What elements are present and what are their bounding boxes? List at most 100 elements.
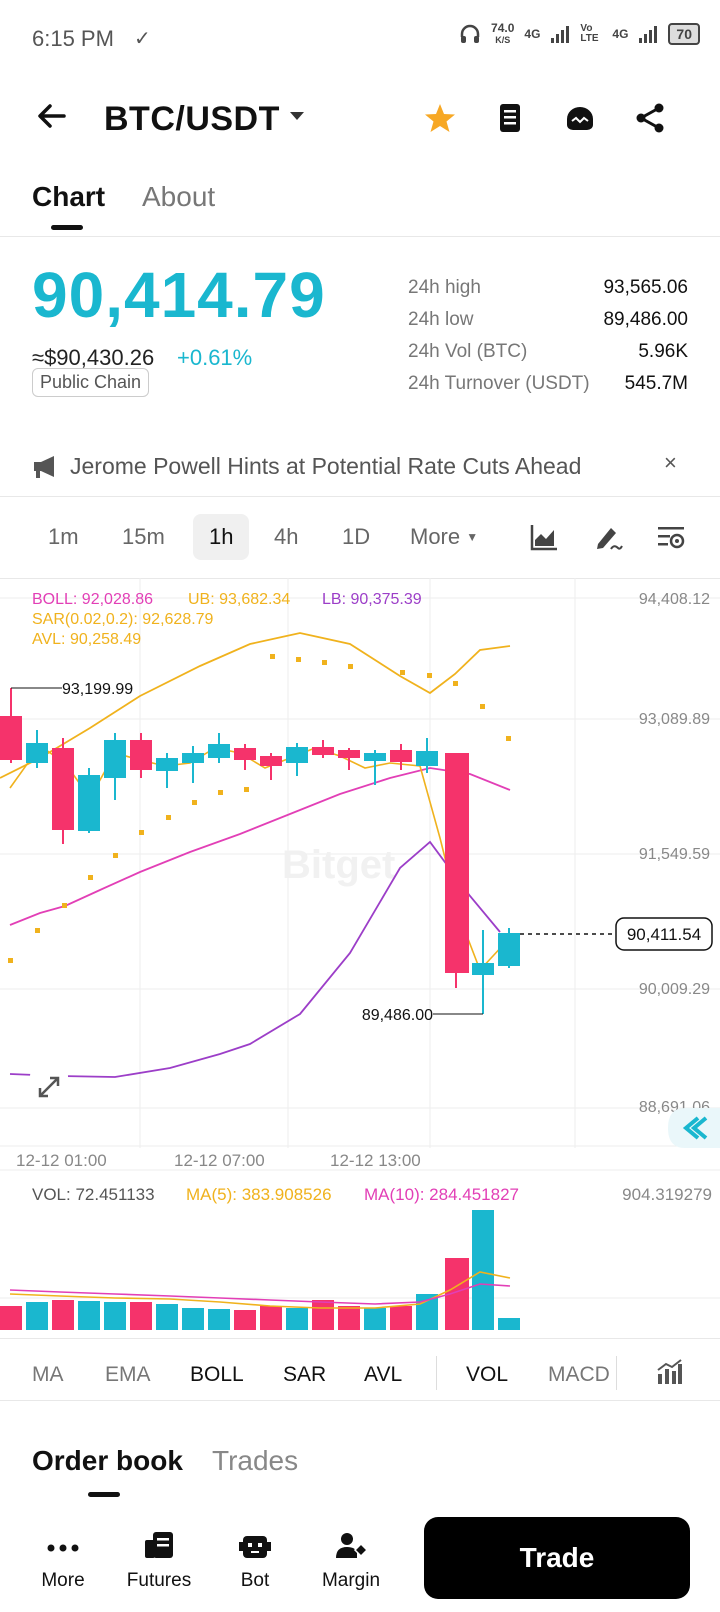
- divider: [0, 1400, 720, 1401]
- tab-about[interactable]: About: [142, 181, 216, 212]
- public-chain-badge[interactable]: Public Chain: [32, 368, 150, 397]
- draw-icon[interactable]: [593, 522, 623, 552]
- tab-order-book[interactable]: Order book: [32, 1445, 183, 1476]
- price-change: +0.61%: [177, 345, 253, 370]
- network-volte: Vo LTE: [580, 23, 599, 44]
- time-axis-label: 12-12 07:00: [174, 1151, 265, 1170]
- time-axis-label: 12-12 13:00: [330, 1151, 421, 1170]
- current-price-tag-box[interactable]: [615, 917, 713, 951]
- interval-1m[interactable]: 1m: [48, 524, 79, 549]
- boll-lower-line: [9, 840, 501, 1078]
- nav-bot-label: Bot: [240, 1570, 270, 1591]
- signal-icon-2: [639, 26, 658, 43]
- stat-value-low: 89,486.00: [603, 309, 688, 330]
- volume-bars: [0, 1210, 520, 1330]
- caret-down-icon: ▼: [466, 530, 479, 544]
- order-book-tab-indicator: [88, 1492, 120, 1497]
- chart-grid: [0, 578, 720, 1299]
- price-axis-label: 91,549.59: [639, 846, 710, 863]
- news-headline[interactable]: Jerome Powell Hints at Potential Rate Cu…: [70, 453, 582, 479]
- price-axis-label: 93,089.89: [639, 711, 710, 728]
- tiger-icon[interactable]: [563, 101, 597, 135]
- floating-widget-icon[interactable]: [668, 1108, 720, 1148]
- indicator-avl[interactable]: AVL: [364, 1363, 403, 1386]
- candlestick-chart[interactable]: Bitget BOLL: 92,028.86 UB: 93,682.34 LB:…: [0, 578, 720, 1338]
- nav-futures[interactable]: Futures: [114, 1530, 204, 1592]
- divider: [0, 1338, 720, 1339]
- time-axis-label: 12-12 01:00: [16, 1151, 107, 1170]
- nav-margin[interactable]: Margin: [306, 1530, 396, 1592]
- status-time: 6:15 PM: [32, 26, 114, 51]
- stat-label-high: 24h high: [408, 277, 481, 298]
- back-arrow-icon[interactable]: [34, 98, 70, 134]
- vol-axis-max: 904.319279: [622, 1185, 712, 1204]
- avl-legend: AVL: 90,258.49: [32, 631, 141, 648]
- vol-ma5-line: [9, 1271, 511, 1309]
- interval-more[interactable]: More ▼: [410, 524, 478, 550]
- indicator-ma[interactable]: MA: [32, 1363, 64, 1386]
- indicator-vol[interactable]: VOL: [466, 1363, 509, 1386]
- futures-icon: [145, 1532, 173, 1558]
- network-4g-2: 4G: [612, 27, 629, 41]
- boll-legend: BOLL: 92,028.86: [32, 591, 153, 608]
- check-icon: ✓: [134, 28, 151, 50]
- indicator-settings-icon[interactable]: [655, 1358, 683, 1386]
- area-chart-icon[interactable]: [529, 522, 559, 552]
- star-icon[interactable]: [423, 101, 457, 135]
- nav-more-label: More: [41, 1570, 85, 1591]
- stat-value-turnover: 545.7M: [624, 373, 688, 394]
- tab-trades[interactable]: Trades: [212, 1445, 299, 1476]
- network-4g-1: 4G: [524, 27, 541, 41]
- boll-upper-line: [0, 632, 511, 779]
- share-icon[interactable]: [633, 101, 667, 135]
- price-axis-label: 90,009.29: [639, 981, 710, 998]
- nav-more[interactable]: More: [18, 1530, 108, 1592]
- tab-chart[interactable]: Chart: [32, 181, 106, 212]
- sar-dots: [8, 654, 511, 963]
- chart-settings-icon[interactable]: [656, 522, 686, 552]
- interval-4h[interactable]: 4h: [274, 524, 299, 549]
- dots-icon: [47, 1544, 79, 1552]
- last-price: 90,414.79: [32, 259, 326, 331]
- stat-label-turnover: 24h Turnover (USDT): [408, 373, 590, 394]
- indicator-sar[interactable]: SAR: [283, 1363, 327, 1386]
- tab-indicator: [51, 225, 83, 230]
- battery-icon: 70: [668, 23, 700, 45]
- chart-watermark: Bitget: [282, 843, 395, 887]
- divider: [0, 578, 720, 579]
- interval-1d[interactable]: 1D: [342, 524, 371, 549]
- nav-margin-label: Margin: [321, 1570, 381, 1591]
- vol-ma10-line: [9, 1283, 511, 1305]
- notes-icon[interactable]: [493, 101, 527, 135]
- divider: [0, 236, 720, 237]
- interval-15m[interactable]: 15m: [122, 524, 165, 549]
- stat-label-vol: 24h Vol (BTC): [408, 341, 528, 362]
- nav-bot[interactable]: Bot: [210, 1530, 300, 1592]
- stat-label-low: 24h low: [408, 309, 474, 330]
- net-speed-unit: K/S: [495, 35, 511, 45]
- megaphone-icon: [34, 456, 54, 478]
- interval-more-label: More: [410, 524, 461, 549]
- current-price-tag: 90,411.54: [627, 925, 701, 944]
- nav-futures-label: Futures: [126, 1570, 192, 1591]
- net-speed-value: 74.0: [491, 21, 515, 35]
- interval-1h[interactable]: 1h: [193, 514, 250, 560]
- chevron-down-icon[interactable]: [290, 112, 304, 120]
- margin-icon: [336, 1533, 369, 1558]
- close-icon[interactable]: ×: [664, 450, 677, 475]
- expand-icon[interactable]: [30, 1068, 68, 1106]
- divider: [0, 496, 720, 497]
- status-icons: 74.0 K/S 4G Vo LTE 4G 70: [459, 22, 700, 46]
- price-axis-label: 94,408.12: [639, 591, 710, 608]
- signal-icon: [551, 26, 570, 43]
- vol-legend: VOL: 72.451133: [32, 1185, 155, 1204]
- indicator-macd[interactable]: MACD: [548, 1363, 610, 1386]
- indicator-separator: [616, 1356, 617, 1390]
- bot-icon: [239, 1536, 271, 1558]
- trade-button[interactable]: Trade: [424, 1517, 690, 1599]
- boll-lb-legend: LB: 90,375.39: [322, 591, 422, 608]
- pair-selector[interactable]: BTC/USDT: [104, 100, 280, 138]
- indicator-ema[interactable]: EMA: [105, 1363, 151, 1386]
- indicator-boll[interactable]: BOLL: [190, 1363, 244, 1386]
- net-speed: 74.0 K/S: [491, 22, 514, 46]
